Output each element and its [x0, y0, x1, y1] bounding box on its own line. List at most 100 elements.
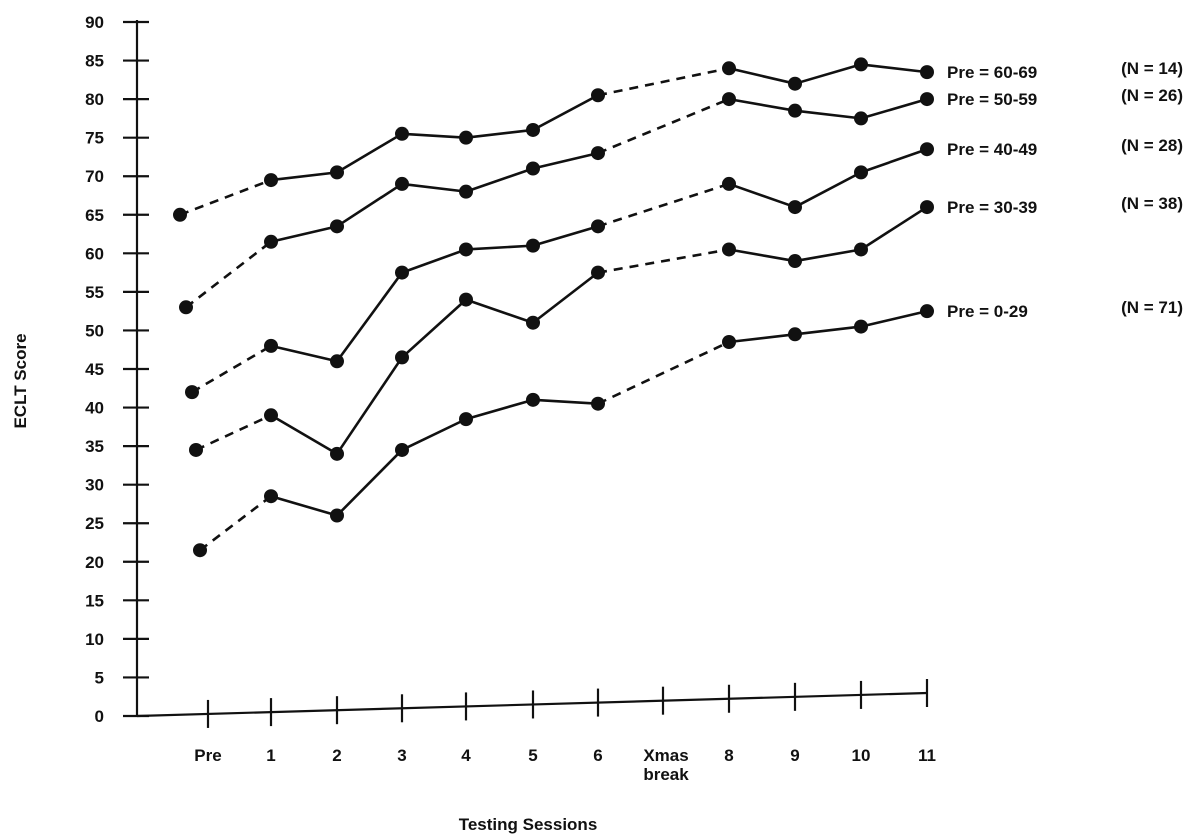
- y-tick-label: 80: [85, 90, 104, 109]
- series-segment: [532, 271, 599, 324]
- series-segment: [860, 63, 928, 74]
- series-layer: [173, 57, 934, 558]
- series-segment-dashed: [199, 495, 272, 552]
- series-segment: [401, 132, 467, 139]
- y-tick-label: 5: [95, 668, 104, 687]
- y-tick-label: 85: [85, 52, 104, 71]
- data-point: [920, 142, 934, 157]
- series-segment: [465, 244, 534, 251]
- x-tick-label: 9: [790, 746, 799, 765]
- series-segment: [860, 205, 928, 251]
- series-segment: [336, 182, 403, 228]
- data-point: [264, 408, 278, 423]
- data-point: [179, 300, 193, 315]
- series-segment: [728, 182, 796, 209]
- series-segment: [728, 333, 796, 344]
- y-tick-label: 0: [95, 707, 104, 726]
- series-name-label: Pre = 40-49: [947, 140, 1037, 159]
- data-point: [395, 442, 409, 457]
- y-tick-label: 45: [85, 360, 104, 379]
- series-segment-dashed: [195, 414, 272, 452]
- series-segment-dashed: [597, 248, 730, 274]
- series-segment: [860, 309, 928, 328]
- series-name-label: Pre = 50-59: [947, 90, 1037, 109]
- data-point: [591, 265, 605, 280]
- data-point: [920, 65, 934, 80]
- y-tick-label: 15: [85, 591, 104, 610]
- y-tick-label: 70: [85, 167, 104, 186]
- series-segment: [794, 325, 862, 336]
- data-point: [526, 161, 540, 176]
- series-0: [173, 57, 934, 222]
- series-n-label: (N = 71): [1121, 298, 1183, 317]
- y-axis-ticks: 0 5 10 15 20 25 30 35 40 45 50 55 60 65 70 75 80 85 90: [85, 13, 149, 726]
- series-n-label: (N = 26): [1121, 86, 1183, 105]
- series-segment-dashed: [597, 66, 730, 97]
- y-tick-label: 50: [85, 321, 104, 340]
- data-point: [330, 508, 344, 523]
- data-point: [854, 57, 868, 72]
- y-tick-label: 10: [85, 630, 104, 649]
- series-segment: [335, 356, 404, 455]
- data-point: [526, 122, 540, 137]
- data-point: [854, 242, 868, 257]
- series-segment: [270, 225, 338, 244]
- series-1: [179, 92, 934, 315]
- data-point: [722, 61, 736, 76]
- data-point: [264, 338, 278, 353]
- series-segment: [401, 417, 467, 452]
- y-tick-label: 35: [85, 437, 104, 456]
- data-point: [395, 265, 409, 280]
- x-tick-label-line2: break: [643, 765, 689, 784]
- series-segment: [401, 248, 467, 274]
- series-segment: [465, 398, 534, 421]
- series-segment: [532, 225, 599, 247]
- data-point: [591, 219, 605, 234]
- data-point: [788, 76, 802, 91]
- data-point: [854, 111, 868, 126]
- y-tick-label: 75: [85, 129, 104, 148]
- y-axis-title: ECLT Score: [11, 333, 30, 428]
- series-name-label: Pre = 0-29: [947, 302, 1028, 321]
- data-point: [722, 242, 736, 257]
- data-point: [185, 385, 199, 400]
- y-tick-label: 90: [85, 13, 104, 32]
- x-axis-title: Testing Sessions: [459, 815, 598, 834]
- data-point: [193, 543, 207, 558]
- series-segment: [270, 171, 338, 182]
- series-segment: [532, 94, 599, 132]
- series-segment: [532, 151, 599, 170]
- series-segment: [336, 449, 403, 517]
- series-segment: [728, 248, 796, 263]
- series-n-label: (N = 14): [1121, 59, 1183, 78]
- data-point: [330, 219, 344, 234]
- series-name-label: Pre = 30-39: [947, 198, 1037, 217]
- data-point: [526, 238, 540, 253]
- series-segment: [465, 298, 534, 324]
- data-point: [459, 242, 473, 257]
- series-segment: [794, 248, 862, 263]
- data-point: [591, 396, 605, 411]
- series-segment: [335, 271, 404, 363]
- series-segment: [860, 148, 928, 174]
- x-tick-label: Xmas: [643, 746, 688, 765]
- series-4: [193, 304, 934, 558]
- data-point: [854, 319, 868, 334]
- x-tick-label: Pre: [194, 746, 221, 765]
- y-tick-label: 60: [85, 244, 104, 263]
- series-n-label: (N = 28): [1121, 136, 1183, 155]
- data-point: [591, 146, 605, 161]
- series-name-label: Pre = 60-69: [947, 63, 1037, 82]
- series-segment: [532, 398, 599, 405]
- y-tick-label: 55: [85, 283, 104, 302]
- series-segment: [728, 97, 796, 112]
- data-point: [920, 304, 934, 319]
- data-point: [788, 200, 802, 215]
- series-segment: [401, 182, 467, 193]
- data-point: [788, 103, 802, 118]
- data-point: [459, 130, 473, 145]
- series-segment: [465, 128, 534, 139]
- series-segment-dashed: [597, 97, 730, 155]
- series-segment: [794, 63, 862, 85]
